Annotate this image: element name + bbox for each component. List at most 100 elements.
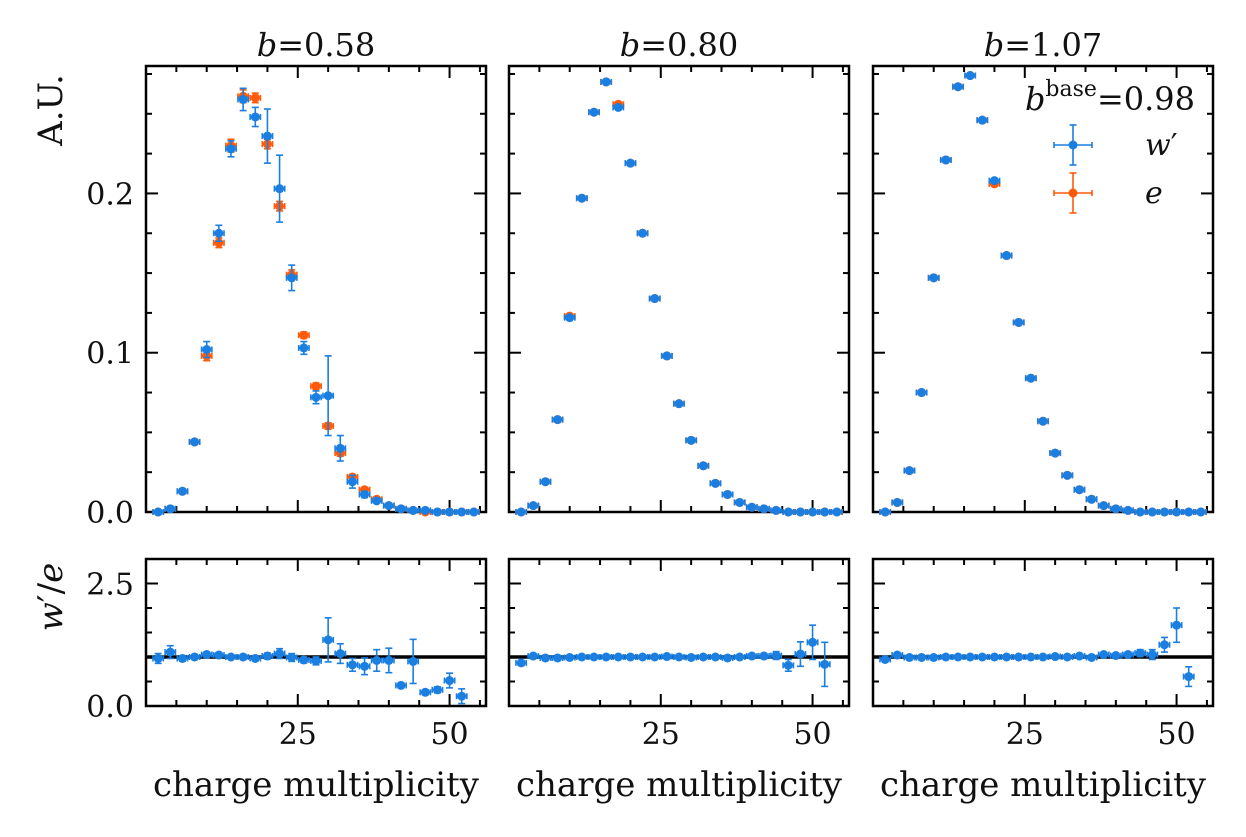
- y-tick-label: 0.1: [86, 337, 134, 372]
- w-point: [953, 82, 963, 92]
- w-point: [553, 415, 563, 425]
- x-tick-label: 50: [430, 717, 468, 752]
- w-point: [299, 343, 309, 353]
- w-point: [445, 507, 455, 517]
- ratio-point: [528, 651, 538, 661]
- ratio-point: [553, 653, 563, 663]
- ratio-point: [335, 649, 345, 659]
- w-point: [771, 505, 781, 515]
- w-point: [1184, 507, 1194, 517]
- ratio-point: [795, 649, 805, 659]
- ratio-point: [892, 650, 902, 660]
- w-point: [1196, 507, 1206, 517]
- ratio-point: [977, 652, 987, 662]
- top-axes-frame: [507, 64, 851, 514]
- ratio-axes-frame: [871, 557, 1215, 708]
- ratio-point: [698, 652, 708, 662]
- x-tick-label: 25: [642, 717, 680, 752]
- ratio-point: [759, 651, 769, 661]
- w-point: [662, 351, 672, 361]
- w-point: [384, 501, 394, 511]
- ratio-point: [577, 652, 587, 662]
- ratio-point: [917, 652, 927, 662]
- ratio-point: [613, 652, 623, 662]
- y-axis-title: A.U.: [31, 74, 71, 147]
- ratio-point: [432, 685, 442, 695]
- w-point: [977, 115, 987, 125]
- panel-1: b=0.58 25 50 charge multiplicity: [144, 26, 488, 805]
- y-tick-label: 0.0: [86, 496, 134, 531]
- w-point: [396, 504, 406, 514]
- ratio-point: [625, 652, 635, 662]
- ratio-point: [941, 652, 951, 662]
- w-point: [457, 507, 467, 517]
- e-point: [250, 93, 260, 103]
- w-point: [941, 155, 951, 165]
- w-point: [1159, 507, 1169, 517]
- ratio-point: [1014, 652, 1024, 662]
- w-point: [528, 501, 538, 511]
- ratio-point: [929, 652, 939, 662]
- ratio-point: [965, 652, 975, 662]
- w-point: [1087, 494, 1097, 504]
- w-point: [820, 507, 830, 517]
- w-point: [347, 477, 357, 487]
- ratio-point: [299, 655, 309, 665]
- w-point: [165, 504, 175, 514]
- w-point: [153, 507, 163, 517]
- ratio-point: [601, 652, 611, 662]
- w-point: [372, 496, 382, 506]
- ratio-point: [396, 680, 406, 690]
- x-axis-title: charge multiplicity: [516, 765, 843, 805]
- ratio-point: [262, 651, 272, 661]
- ratio-point: [177, 653, 187, 663]
- w-point: [577, 193, 587, 203]
- ratio-point: [275, 649, 285, 659]
- w-point: [965, 71, 975, 81]
- ratio-point: [1062, 652, 1072, 662]
- ratio-point: [565, 652, 575, 662]
- ratio-point: [1074, 651, 1084, 661]
- w-point: [808, 507, 818, 517]
- ratio-point: [540, 653, 550, 663]
- legend-marker: [1068, 140, 1078, 150]
- w-point: [432, 507, 442, 517]
- w-point: [275, 184, 285, 194]
- w-point: [190, 437, 200, 447]
- top-axes-frame: [871, 64, 1215, 514]
- ratio-axes-frame: [507, 557, 851, 708]
- w-point: [202, 345, 212, 355]
- w-point: [1038, 416, 1048, 426]
- w-point: [759, 504, 769, 514]
- panel-2: b=0.80 25 50 charge multiplicity: [507, 26, 851, 805]
- ratio-point: [650, 652, 660, 662]
- w-point: [989, 176, 999, 186]
- w-point: [516, 507, 526, 517]
- w-point: [1002, 251, 1012, 261]
- w-point: [287, 273, 297, 283]
- ratio-point: [686, 652, 696, 662]
- ratio-point: [323, 635, 333, 645]
- ratio-point: [214, 650, 224, 660]
- ratio-point: [904, 652, 914, 662]
- ratio-point: [1002, 652, 1012, 662]
- w-point: [832, 507, 842, 517]
- ratio-point: [516, 658, 526, 668]
- x-tick-label: 50: [793, 717, 831, 752]
- ratio-point: [710, 652, 720, 662]
- ratio-point: [747, 651, 757, 661]
- w-point: [929, 273, 939, 283]
- ratio-point: [153, 653, 163, 663]
- ratio-point: [445, 676, 455, 686]
- ratio-point: [408, 656, 418, 666]
- w-point: [226, 144, 236, 154]
- ratio-point: [880, 654, 890, 664]
- ratio-point: [1172, 620, 1182, 630]
- w-point: [1111, 504, 1121, 514]
- w-point: [311, 392, 321, 402]
- w-point: [674, 399, 684, 409]
- ratio-point: [589, 652, 599, 662]
- w-point: [177, 486, 187, 496]
- w-point: [565, 313, 575, 323]
